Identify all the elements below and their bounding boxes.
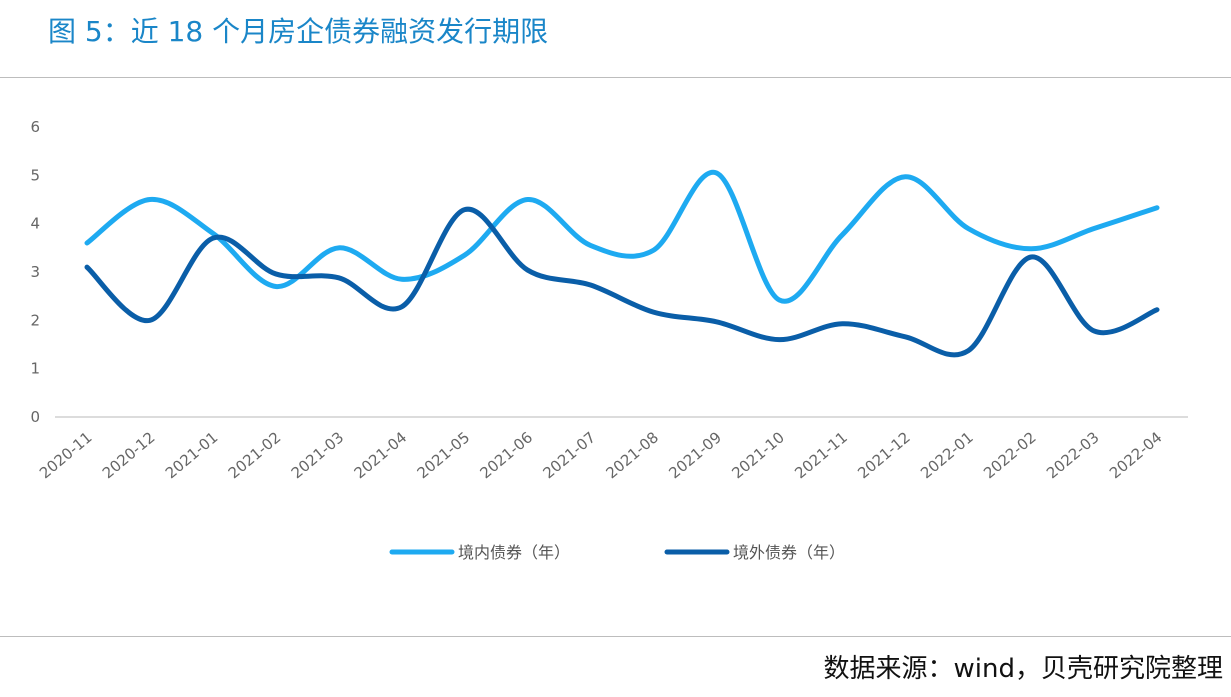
y-tick-label: 2 [30, 311, 40, 329]
source-note: 数据来源：wind，贝壳研究院整理 [823, 654, 1223, 684]
legend-label: 境外债券（年） [733, 543, 845, 562]
y-tick-label: 4 [30, 215, 40, 233]
x-tick-label: 2021-11 [791, 428, 851, 482]
x-tick-label: 2021-12 [854, 428, 914, 482]
y-tick-label: 1 [30, 360, 40, 378]
y-tick-label: 3 [30, 263, 40, 281]
x-tick-label: 2022-01 [917, 428, 977, 482]
x-tick-label: 2021-05 [414, 428, 474, 482]
x-tick-label: 2021-01 [162, 428, 222, 482]
x-tick-label: 2021-04 [351, 428, 411, 482]
top-divider [0, 77, 1231, 78]
x-tick-label: 2021-10 [728, 428, 788, 482]
x-tick-label: 2021-07 [540, 428, 600, 482]
x-tick-label: 2020-12 [99, 428, 159, 482]
x-tick-label: 2020-11 [36, 428, 96, 482]
y-tick-label: 0 [30, 408, 40, 426]
x-tick-label: 2022-03 [1043, 428, 1103, 482]
figure-title: 图 5：近 18 个月房企债券融资发行期限 [48, 15, 549, 48]
y-tick-label: 6 [30, 118, 40, 136]
series-line-1 [84, 169, 1160, 304]
x-tick-label: 2021-03 [288, 428, 348, 482]
x-tick-label: 2021-06 [477, 428, 537, 482]
legend-label: 境内债券（年） [458, 543, 570, 562]
bottom-divider [0, 636, 1231, 637]
x-tick-label: 2021-09 [665, 428, 725, 482]
series-line-2 [84, 206, 1160, 358]
y-tick-label: 5 [30, 166, 40, 184]
x-tick-label: 2021-08 [602, 428, 662, 482]
x-tick-label: 2022-04 [1106, 428, 1166, 482]
x-tick-label: 2021-02 [225, 428, 285, 482]
x-tick-label: 2022-02 [980, 428, 1040, 482]
